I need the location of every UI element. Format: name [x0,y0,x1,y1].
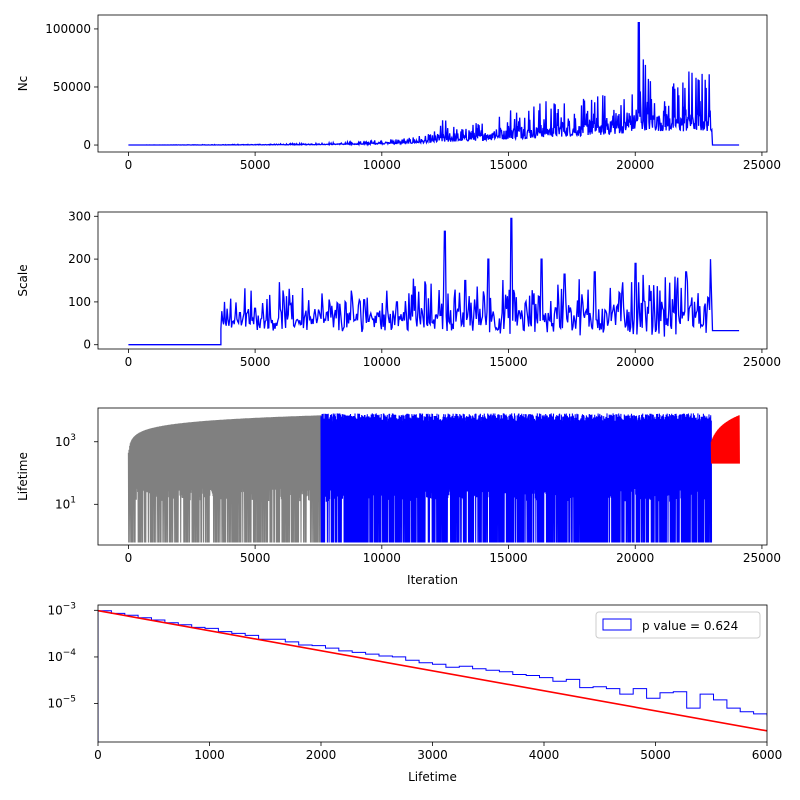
y-tick-label: 0 [83,338,91,352]
y-tick-label: 300 [68,209,91,223]
scale-series-line [128,217,740,346]
x-tick-label: 4000 [529,748,560,762]
lifetime-histogram-panel: 0 1000 2000 3000 4000 5000 6000 10−5 10−4 10−3 Lif… [47,601,783,784]
x-tick-label: 15000 [489,158,527,172]
legend: p value = 0.624 [595,611,761,639]
x-tick-label: 0 [94,748,102,762]
legend-box [595,611,761,639]
x-tick-label: 5000 [640,748,671,762]
y-axis-label: Lifetime [16,452,30,501]
x-tick-label: 20000 [616,551,654,565]
legend-label: p value = 0.624 [642,619,738,633]
x-tick-label: 5000 [240,551,271,565]
y-tick-label: 103 [55,433,76,449]
y-tick-label: 10−5 [47,695,76,711]
x-tick-label: 10000 [363,551,401,565]
legend-swatch [602,618,632,631]
y-tick-label: 10−3 [47,601,76,617]
x-tick-label: 6000 [752,748,783,762]
y-tick-label: 200 [68,252,91,266]
x-tick-label: 25000 [743,355,781,369]
x-tick-label: 0 [125,551,133,565]
y-tick-label: 0 [83,138,91,152]
x-tick-label: 0 [125,355,133,369]
y-axis-label: Nc [16,76,30,92]
x-tick-label: 20000 [616,158,654,172]
y-tick-label: 10−4 [47,648,76,664]
x-tick-label: 2000 [306,748,337,762]
x-tick-label: 25000 [743,158,781,172]
scale-panel: 0 5000 10000 15000 20000 25000 0 100 200 300 Scale [16,209,781,369]
histogram-steps [98,610,767,742]
x-tick-label: 5000 [240,158,271,172]
x-tick-label: 5000 [240,355,271,369]
y-axis-label: Scale [16,264,30,296]
y-tick-label: 100000 [45,22,91,36]
y-tick-label: 101 [55,495,76,511]
lifetime-series-sampling [320,413,713,543]
y-tick-label: 100 [68,295,91,309]
x-tick-label: 0 [125,158,133,172]
lifetime-series-tail [710,415,740,464]
fit-line [98,609,767,732]
x-axis-label: Iteration [407,573,458,587]
axes-frame [97,407,768,546]
nc-panel: 0 5000 10000 15000 20000 25000 0 50000 100000 Nc [16,14,781,172]
x-axis-label: Lifetime [408,770,457,784]
x-tick-label: 25000 [743,551,781,565]
axes-frame [97,211,768,350]
x-tick-label: 20000 [616,355,654,369]
axes-frame [97,14,768,153]
y-tick-label: 50000 [53,80,91,94]
x-tick-label: 15000 [489,551,527,565]
nc-series-line [128,21,740,147]
x-tick-label: 1000 [194,748,225,762]
x-tick-label: 10000 [363,355,401,369]
x-tick-label: 10000 [363,158,401,172]
x-tick-label: 3000 [417,748,448,762]
lifetime-series-burn-in [127,415,322,543]
x-tick-label: 15000 [489,355,527,369]
lifetime-trace-panel: 0 5000 10000 15000 20000 25000 101 103 Lifetime I… [16,407,781,587]
